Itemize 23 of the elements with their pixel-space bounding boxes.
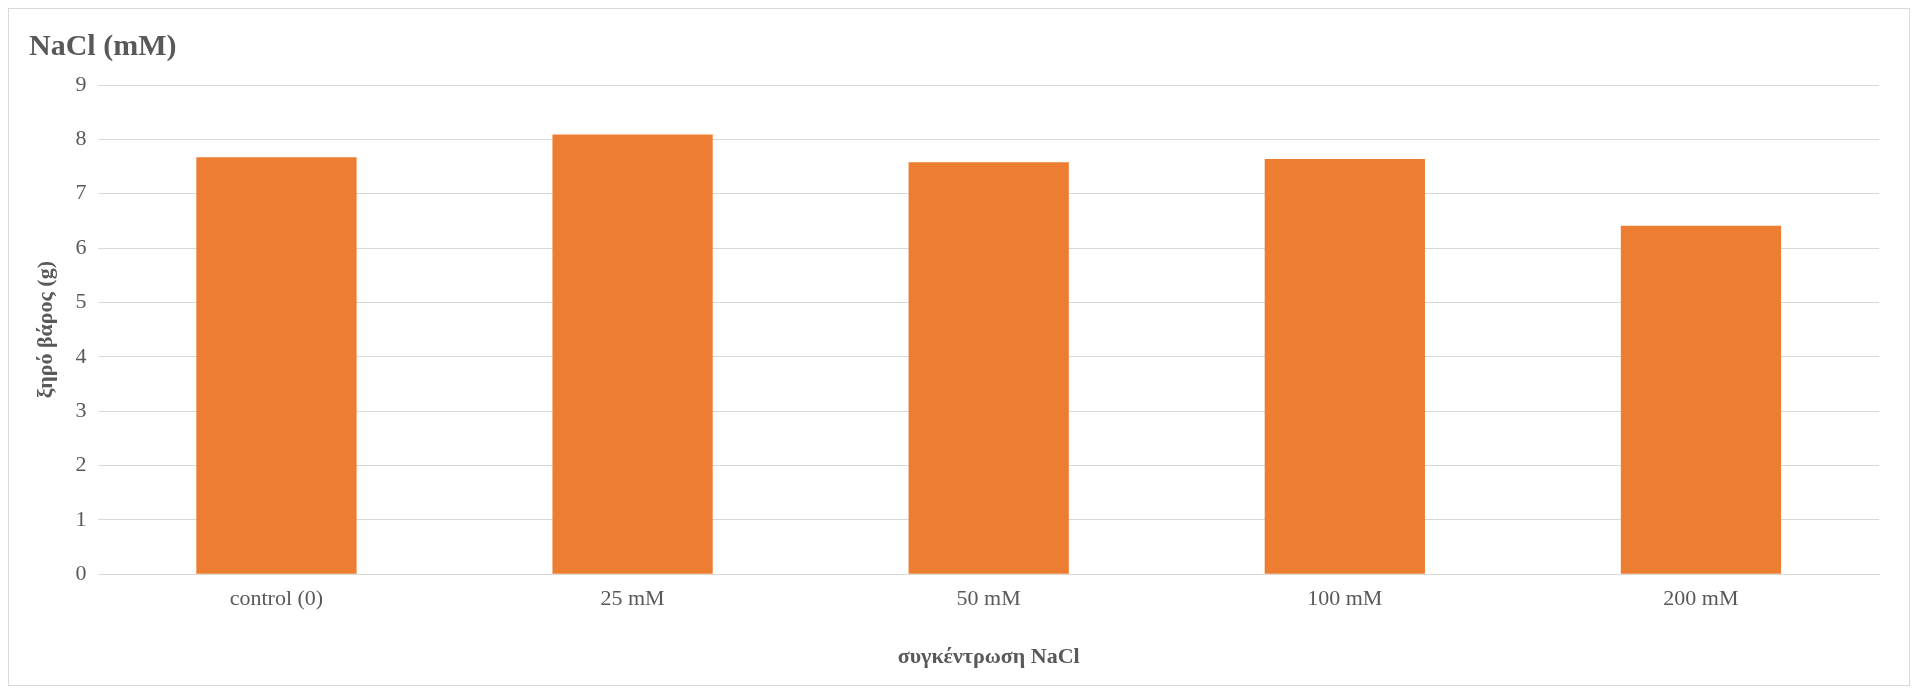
y-tick-label: 7 <box>75 179 87 205</box>
x-tick-label: 100 mM <box>1307 585 1383 611</box>
y-axis-title: ξηρό βάρος (g) <box>31 261 57 399</box>
chart-title: NaCl (mM) <box>29 27 177 62</box>
y-tick-label: 3 <box>75 396 87 422</box>
x-axis-title: συγκέντρωση NaCl <box>897 643 1080 669</box>
x-tick-label: 200 mM <box>1663 585 1739 611</box>
bar <box>196 157 357 574</box>
y-tick-label: 6 <box>75 233 87 259</box>
y-tick-label: 5 <box>75 288 87 314</box>
bar <box>552 134 713 574</box>
x-tick-label: 25 mM <box>600 585 665 611</box>
y-tick-label: 0 <box>75 559 87 585</box>
bar <box>1620 225 1782 574</box>
y-tick-label: 1 <box>75 505 87 531</box>
y-tick-label: 9 <box>75 70 87 96</box>
y-tick-label: 4 <box>75 342 87 368</box>
y-tick-label: 8 <box>75 125 87 151</box>
bar <box>1264 158 1425 574</box>
bar <box>908 162 1069 574</box>
y-tick-label: 2 <box>75 451 87 477</box>
x-tick-label: 50 mM <box>956 585 1021 611</box>
x-tick-label: control (0) <box>229 585 324 611</box>
